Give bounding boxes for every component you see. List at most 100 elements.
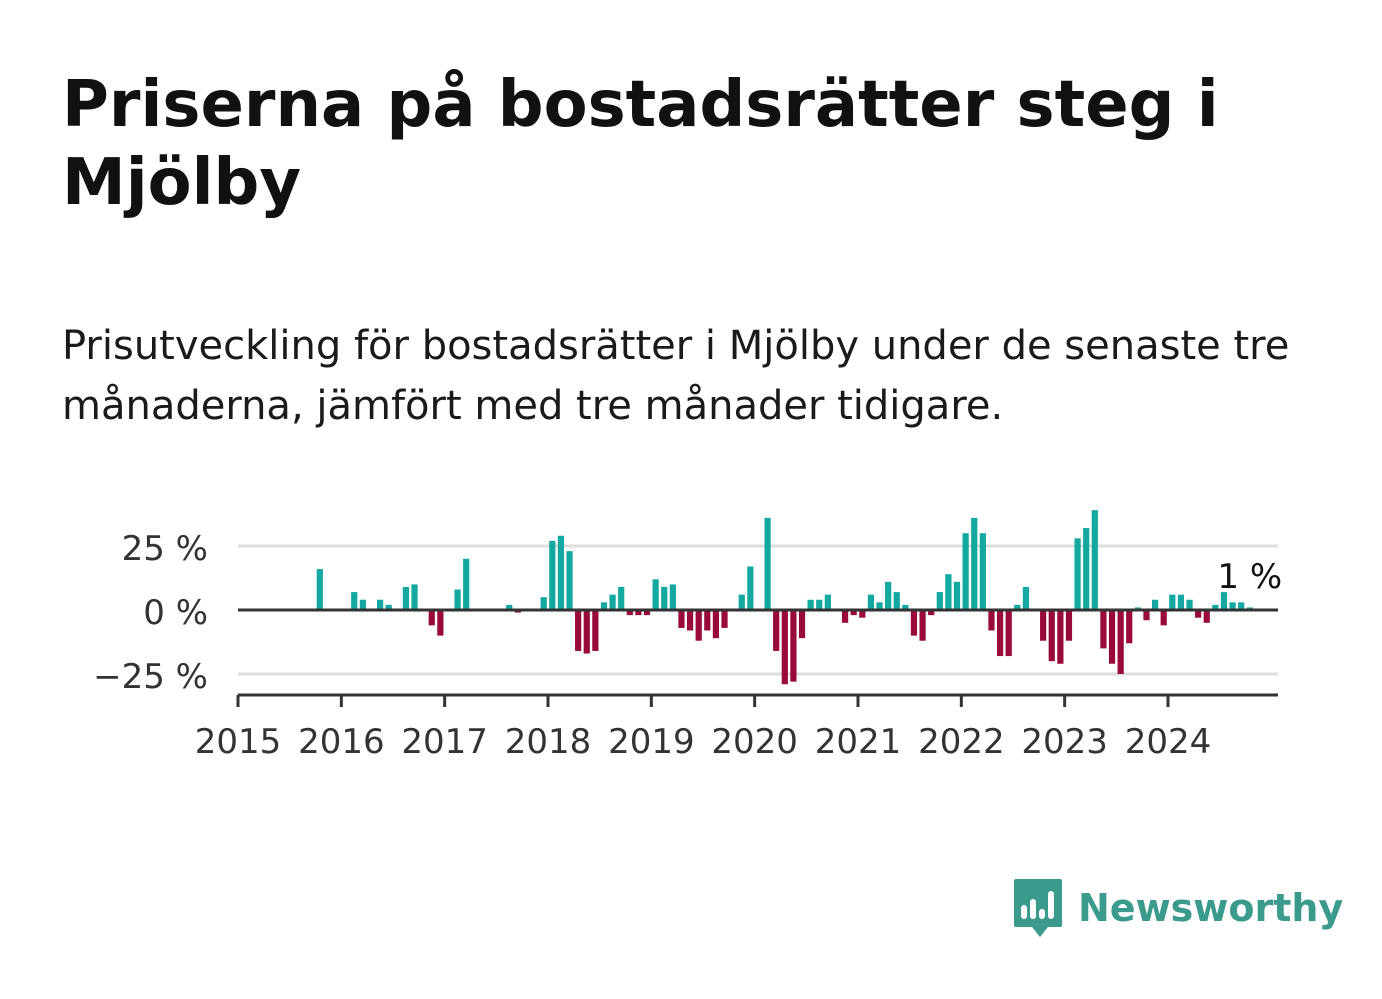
bar <box>557 535 565 610</box>
bar <box>1022 586 1030 610</box>
bar <box>635 610 642 616</box>
bar <box>953 581 961 610</box>
bar <box>996 610 1004 657</box>
bar <box>695 610 702 641</box>
bar <box>919 610 926 641</box>
bar <box>1048 610 1055 662</box>
bar <box>316 569 323 610</box>
bar <box>936 592 943 610</box>
x-tick-label: 2018 <box>505 722 592 762</box>
y-tick-label: 0 % <box>143 593 208 633</box>
bar <box>376 599 384 610</box>
bar <box>790 610 797 682</box>
bar <box>678 610 685 628</box>
bar <box>1057 610 1064 664</box>
bar <box>609 594 616 610</box>
bar <box>841 610 849 623</box>
x-tick-label: 2022 <box>918 722 1005 762</box>
bar <box>712 610 720 639</box>
chart-subtitle: Prisutveckling för bostadsrätter i Mjölb… <box>62 323 1290 429</box>
bar <box>385 604 392 610</box>
bar <box>566 551 573 610</box>
bar <box>583 610 590 654</box>
bar <box>928 610 935 616</box>
bar <box>1014 604 1021 610</box>
x-tick-label: 2016 <box>298 722 385 762</box>
bar <box>773 610 780 651</box>
bar <box>661 586 668 610</box>
bar <box>618 586 625 610</box>
bar <box>549 540 556 610</box>
bar <box>893 592 900 610</box>
bar <box>738 594 745 610</box>
bar <box>643 610 651 616</box>
newsworthy-logo-icon <box>1014 879 1062 937</box>
bar <box>1203 610 1210 623</box>
bar <box>1065 610 1073 641</box>
bar <box>437 610 444 636</box>
x-tick-label: 2015 <box>195 722 282 762</box>
bar <box>1143 610 1150 621</box>
bar <box>575 610 582 651</box>
bar <box>1177 594 1185 610</box>
bar <box>402 586 410 610</box>
bar <box>1169 594 1176 610</box>
x-tick-label: 2021 <box>815 722 902 762</box>
bar <box>1040 610 1047 641</box>
bar <box>867 594 875 610</box>
bar <box>351 592 358 610</box>
bar <box>859 610 866 618</box>
bar <box>747 566 754 610</box>
x-tick-label: 2017 <box>401 722 488 762</box>
bar <box>764 517 771 610</box>
bar <box>781 610 788 685</box>
x-tick-label: 2019 <box>608 722 695 762</box>
bar <box>359 599 366 610</box>
bar <box>807 599 814 610</box>
bar <box>704 610 711 631</box>
bar <box>945 574 952 610</box>
bar <box>962 533 969 610</box>
bar <box>971 517 978 610</box>
bar <box>1220 592 1228 610</box>
bar <box>850 610 857 616</box>
bar <box>463 558 470 610</box>
bar <box>1186 599 1193 610</box>
bar <box>626 610 633 616</box>
bar <box>816 599 823 610</box>
bar <box>1108 610 1116 664</box>
bar <box>1195 610 1202 618</box>
bar <box>1091 510 1098 610</box>
bar <box>798 610 806 639</box>
bar <box>1229 602 1236 610</box>
bar <box>686 610 694 631</box>
y-tick-label: 25 % <box>122 529 208 569</box>
bar <box>652 579 659 610</box>
bar <box>411 584 418 610</box>
bar <box>876 602 883 610</box>
bar <box>1151 599 1159 610</box>
bar <box>979 533 986 610</box>
bar <box>669 584 676 610</box>
bar <box>1238 602 1245 610</box>
bar <box>902 604 909 610</box>
bar <box>1160 610 1167 626</box>
bar <box>824 594 831 610</box>
bar <box>1074 538 1081 610</box>
bar <box>1212 604 1219 610</box>
bar <box>600 602 608 610</box>
x-tick-label: 2020 <box>711 722 798 762</box>
y-tick-label: −25 % <box>93 657 208 697</box>
bar <box>1005 610 1012 657</box>
bar <box>1126 610 1133 644</box>
bar <box>885 581 892 610</box>
x-tick-label: 2023 <box>1021 722 1108 762</box>
bar-chart: 25 % 0 % −25 % 2015 2016 2017 2018 2019 2020 2021… <box>93 510 1282 762</box>
bar <box>540 597 547 610</box>
bar <box>592 610 599 651</box>
bar <box>910 610 918 636</box>
bar <box>454 589 461 610</box>
bar <box>988 610 995 631</box>
brand-name: Newsworthy <box>1078 886 1344 930</box>
bar <box>428 610 435 626</box>
